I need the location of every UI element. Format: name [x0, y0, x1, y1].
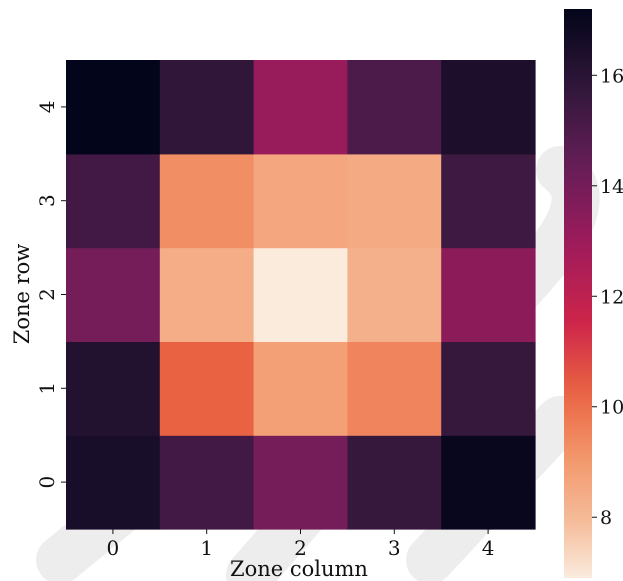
y-tick-label-3: 3: [35, 194, 59, 207]
x-tick-label-2: 2: [294, 536, 307, 560]
y-tick-label-4: 4: [35, 101, 59, 114]
heatmap-cell-r0-c3: [347, 435, 442, 530]
heatmap-cell-r2-c4: [441, 247, 536, 342]
heatmap-cell-r3-c0: [66, 153, 161, 249]
heatmap-cell-r4-c3: [347, 60, 442, 155]
heatmap-cell-r0-c0: [66, 435, 161, 530]
y-tick-label-2: 2: [35, 288, 59, 301]
heatmap-cell-r2-c3: [347, 247, 442, 342]
heatmap-cell-r3-c1: [159, 153, 255, 249]
heatmap-cell-r4-c1: [159, 60, 255, 155]
heatmap-cell-r0-c4: [441, 435, 536, 530]
x-tick-label-4: 4: [482, 536, 495, 560]
x-tick-label-3: 3: [388, 536, 401, 560]
colorbar-tick-label-8: 8: [600, 507, 612, 529]
heatmap-cell-r0-c2: [253, 435, 348, 530]
x-axis-title: Zone column: [230, 557, 368, 581]
heatmap-cell-r2-c1: [159, 247, 255, 342]
heatmap-cell-r1-c4: [441, 341, 536, 436]
heatmap-cell-r1-c0: [66, 341, 161, 436]
heatmap-cell-r2-c2: [253, 247, 348, 342]
colorbar-tick-label-16: 16: [600, 65, 623, 87]
colorbar-tick-label-10: 10: [600, 397, 623, 419]
heatmap-cell-r1-c1: [159, 341, 255, 436]
x-tick-label-1: 1: [200, 536, 213, 560]
heatmap-cells: [66, 60, 536, 530]
y-axis-title: Zone row: [10, 244, 34, 345]
colorbar-tick-label-12: 12: [600, 286, 623, 308]
heatmap-cell-r3-c3: [347, 153, 442, 249]
heatmap-cell-r2-c0: [66, 247, 161, 342]
heatmap-cell-r1-c2: [253, 341, 348, 436]
heatmap-cell-r1-c3: [347, 341, 442, 436]
heatmap-cell-r4-c4: [441, 60, 536, 155]
heatmap-cell-r0-c1: [159, 435, 255, 530]
y-axis-ticks: 0 1 2 3 4: [35, 101, 66, 489]
heatmap-cell-r3-c4: [441, 153, 536, 249]
heatmap-cell-r3-c2: [253, 153, 348, 249]
colorbar-tick-label-14: 14: [600, 176, 623, 198]
colorbar: 8 10 12 14 16: [564, 9, 623, 578]
colorbar-gradient: [564, 9, 592, 578]
y-tick-label-1: 1: [35, 382, 59, 395]
y-tick-label-0: 0: [35, 476, 59, 489]
x-axis-ticks: 0 1 2 3 4: [107, 529, 495, 560]
x-tick-label-0: 0: [107, 536, 120, 560]
heatmap-cell-r4-c0: [66, 60, 161, 155]
heatmap-cell-r4-c2: [253, 60, 348, 155]
